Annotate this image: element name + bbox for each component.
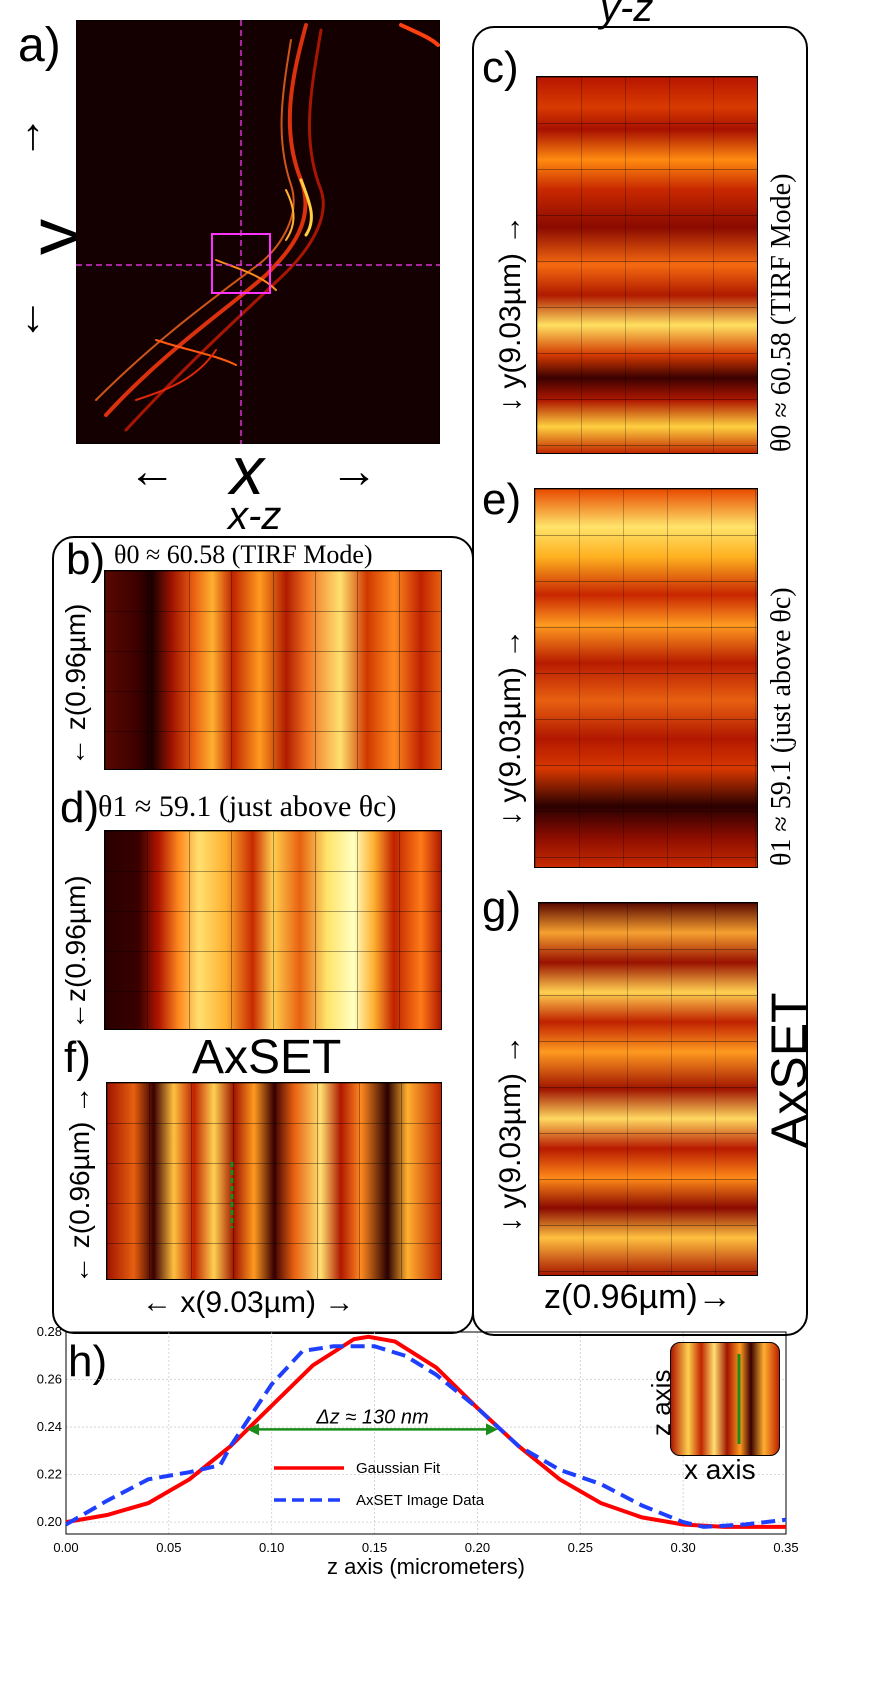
x-arrow-left: ← <box>128 445 176 498</box>
y-tick-label: 0.28 <box>37 1324 62 1339</box>
xz-group-title: x-z <box>228 494 282 538</box>
panel-f-profile-line <box>230 1162 234 1228</box>
yz-group-title: y-z <box>600 0 654 30</box>
xz-group-frame <box>52 536 474 1334</box>
panel-h-inset-x-label: x axis <box>684 1454 756 1485</box>
panel-f-x-axis-label: ← x(9.03µm) → <box>142 1286 355 1319</box>
panel-f-letter: f) <box>64 1033 91 1082</box>
panel-h-chart: 0.00 0.05 0.10 0.15 0.20 0.25 0.30 0.35 0.20 0.22… <box>37 1324 799 1579</box>
panel-f-axis-label: ← z(0.96µm) → <box>64 1085 95 1284</box>
panel-d-heatmap <box>104 830 442 1030</box>
x-tick-label: 0.30 <box>670 1540 695 1555</box>
y-tick-label: 0.22 <box>37 1467 62 1482</box>
y-tick-label: 0.26 <box>37 1372 62 1387</box>
panel-b-axis-label: ← z(0.96µm) <box>60 603 91 766</box>
x-tick-label: 0.15 <box>362 1540 387 1555</box>
panel-a-letter: a) <box>18 19 61 72</box>
y-tick-label: 0.24 <box>37 1419 62 1434</box>
panel-g-x-axis-label: z(0.96µm)→ <box>544 1278 732 1316</box>
panel-c-heatmap <box>536 76 758 454</box>
panel-h-inset-z-label: z axis <box>646 1369 676 1436</box>
x-axis-title: z axis (micrometers) <box>327 1554 525 1579</box>
x-tick-label: 0.20 <box>465 1540 490 1555</box>
panel-e-letter: e) <box>482 475 522 524</box>
x-tick-label: 0.25 <box>568 1540 593 1555</box>
y-arrow-down: ↓ <box>22 292 44 341</box>
panel-c-caption: θ0 ≈ 60.58 (TIRF Mode) <box>766 173 797 452</box>
panel-c-axis-label: ↓ y(9.03µm) → <box>494 214 527 412</box>
x-tick-label: 0.10 <box>259 1540 284 1555</box>
panel-e-axis-label: ↓ y(9.03µm) → <box>494 628 527 826</box>
panel-d-axis-label: ←z(0.96µm) <box>60 875 91 1030</box>
x-tick-label: 0.35 <box>773 1540 798 1555</box>
legend-label: AxSET Image Data <box>356 1492 485 1509</box>
fwhm-arrowhead-left <box>247 1423 260 1436</box>
panel-f-caption: AxSET <box>192 1031 342 1084</box>
panel-a-x-label: x <box>230 433 264 509</box>
y-arrow-up: ↑ <box>22 110 44 159</box>
panel-h-inset-image <box>670 1342 780 1456</box>
x-tick-label: 0.05 <box>156 1540 181 1555</box>
series-line-axset-image-data <box>64 1344 787 1529</box>
fwhm-label: Δz ≈ 130 nm <box>315 1406 428 1428</box>
panel-d-caption: θ1 ≈ 59.1 (just above θc) <box>98 790 397 823</box>
panel-b-caption: θ0 ≈ 60.58 (TIRF Mode) <box>114 540 373 569</box>
panel-a-microscopy-image <box>76 20 440 444</box>
panel-g-letter: g) <box>482 883 522 932</box>
panel-h-letter: h) <box>68 1337 108 1386</box>
legend-label: Gaussian Fit <box>356 1460 441 1477</box>
panel-g-heatmap <box>538 902 758 1276</box>
panel-h-inset-line <box>737 1354 741 1444</box>
panel-e-heatmap <box>534 488 758 868</box>
panel-b-letter: b) <box>66 535 106 584</box>
fwhm-arrowhead-right <box>486 1423 498 1436</box>
panel-g-axis-label: ↓ y(9.03µm) → <box>494 1034 527 1232</box>
x-arrow-right: → <box>330 445 378 498</box>
panel-g-caption: AxSET <box>761 992 817 1148</box>
panel-b-heatmap <box>104 570 442 770</box>
series-line-gaussian-fit <box>65 1334 786 1529</box>
x-tick-label: 0.00 <box>53 1540 78 1555</box>
panel-e-caption: θ1 ≈ 59.1 (just above θc) <box>766 587 797 866</box>
panel-c-letter: c) <box>482 43 519 92</box>
y-tick-label: 0.20 <box>37 1514 62 1529</box>
panel-f-heatmap <box>106 1082 442 1280</box>
panel-d-letter: d) <box>60 783 100 832</box>
